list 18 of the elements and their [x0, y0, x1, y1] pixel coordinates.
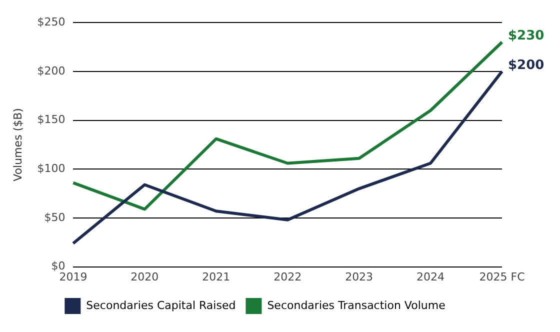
x-tick-label: 2023 [345, 270, 374, 284]
annotation: $230 [508, 28, 544, 44]
y-tick-label: $150 [37, 113, 66, 126]
annotation: $200 [508, 58, 544, 73]
y-tick-label: $50 [44, 210, 66, 224]
y-tick-label: $250 [37, 15, 66, 28]
y-tick-label: $100 [37, 162, 66, 175]
x-tick-label: 2024 [416, 270, 445, 284]
legend-label: Secondaries Transaction Volume [267, 298, 446, 312]
x-tick-label: 2019 [59, 270, 88, 284]
x-tick-label: 2021 [202, 270, 230, 284]
legend-label: Secondaries Capital Raised [86, 298, 236, 312]
x-tick-label: 2020 [130, 270, 159, 284]
y-tick-label: $0 [51, 260, 66, 273]
x-tick-label: 2025 FC [479, 270, 526, 284]
y-tick-label: $200 [37, 64, 66, 78]
x-tick-label: 2022 [274, 270, 302, 284]
y-axis-title: Volumes ($B) [11, 108, 24, 182]
